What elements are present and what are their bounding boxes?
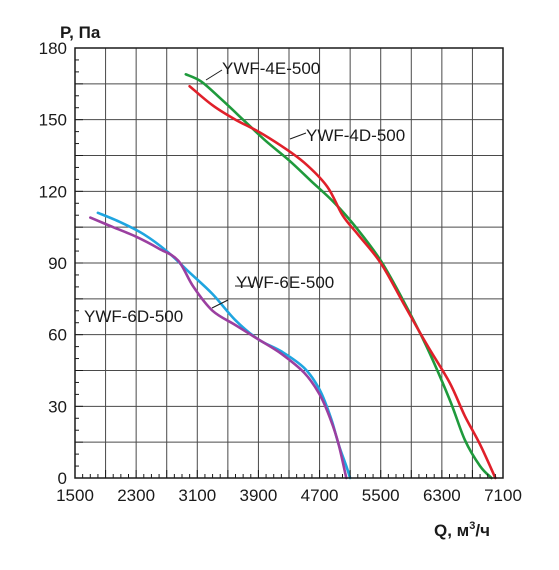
y-tick-label: 60 [48, 326, 67, 345]
y-tick-label: 30 [48, 397, 67, 416]
y-tick-label: 90 [48, 254, 67, 273]
y-tick-label: 120 [39, 182, 67, 201]
series-line-ywf-4e-500 [184, 73, 493, 480]
x-tick-label: 5500 [362, 486, 400, 505]
x-tick-label: 3900 [240, 486, 278, 505]
series-label-ywf-4d: YWF-4D-500 [306, 126, 405, 145]
series-label-ywf-6e: YWF-6E-500 [236, 273, 334, 292]
x-axis-title: Q, м3/ч [434, 520, 490, 540]
x-tick-label: 3100 [178, 486, 216, 505]
y-tick-label: 180 [39, 39, 67, 58]
series-line-ywf-6d-500 [89, 216, 348, 480]
leader-ywf-4e [205, 69, 223, 81]
x-tick-label: 2300 [117, 486, 155, 505]
y-axis-title: P, Па [60, 23, 101, 42]
x-tick-label: 7100 [484, 486, 522, 505]
y-tick-label: 150 [39, 111, 67, 130]
x-tick-label: 6300 [423, 486, 461, 505]
leader-ywf-6d [211, 299, 229, 309]
series-label-ywf-4e: YWF-4E-500 [222, 59, 320, 78]
leader-ywf-4d [289, 132, 307, 140]
y-tick-label: 0 [58, 469, 67, 488]
x-tick-label: 1500 [56, 486, 94, 505]
series-label-ywf-6d: YWF-6D-500 [84, 307, 183, 326]
plot-frame [74, 47, 504, 479]
x-tick-label: 4700 [301, 486, 339, 505]
series-line-ywf-4d-500 [188, 84, 497, 480]
